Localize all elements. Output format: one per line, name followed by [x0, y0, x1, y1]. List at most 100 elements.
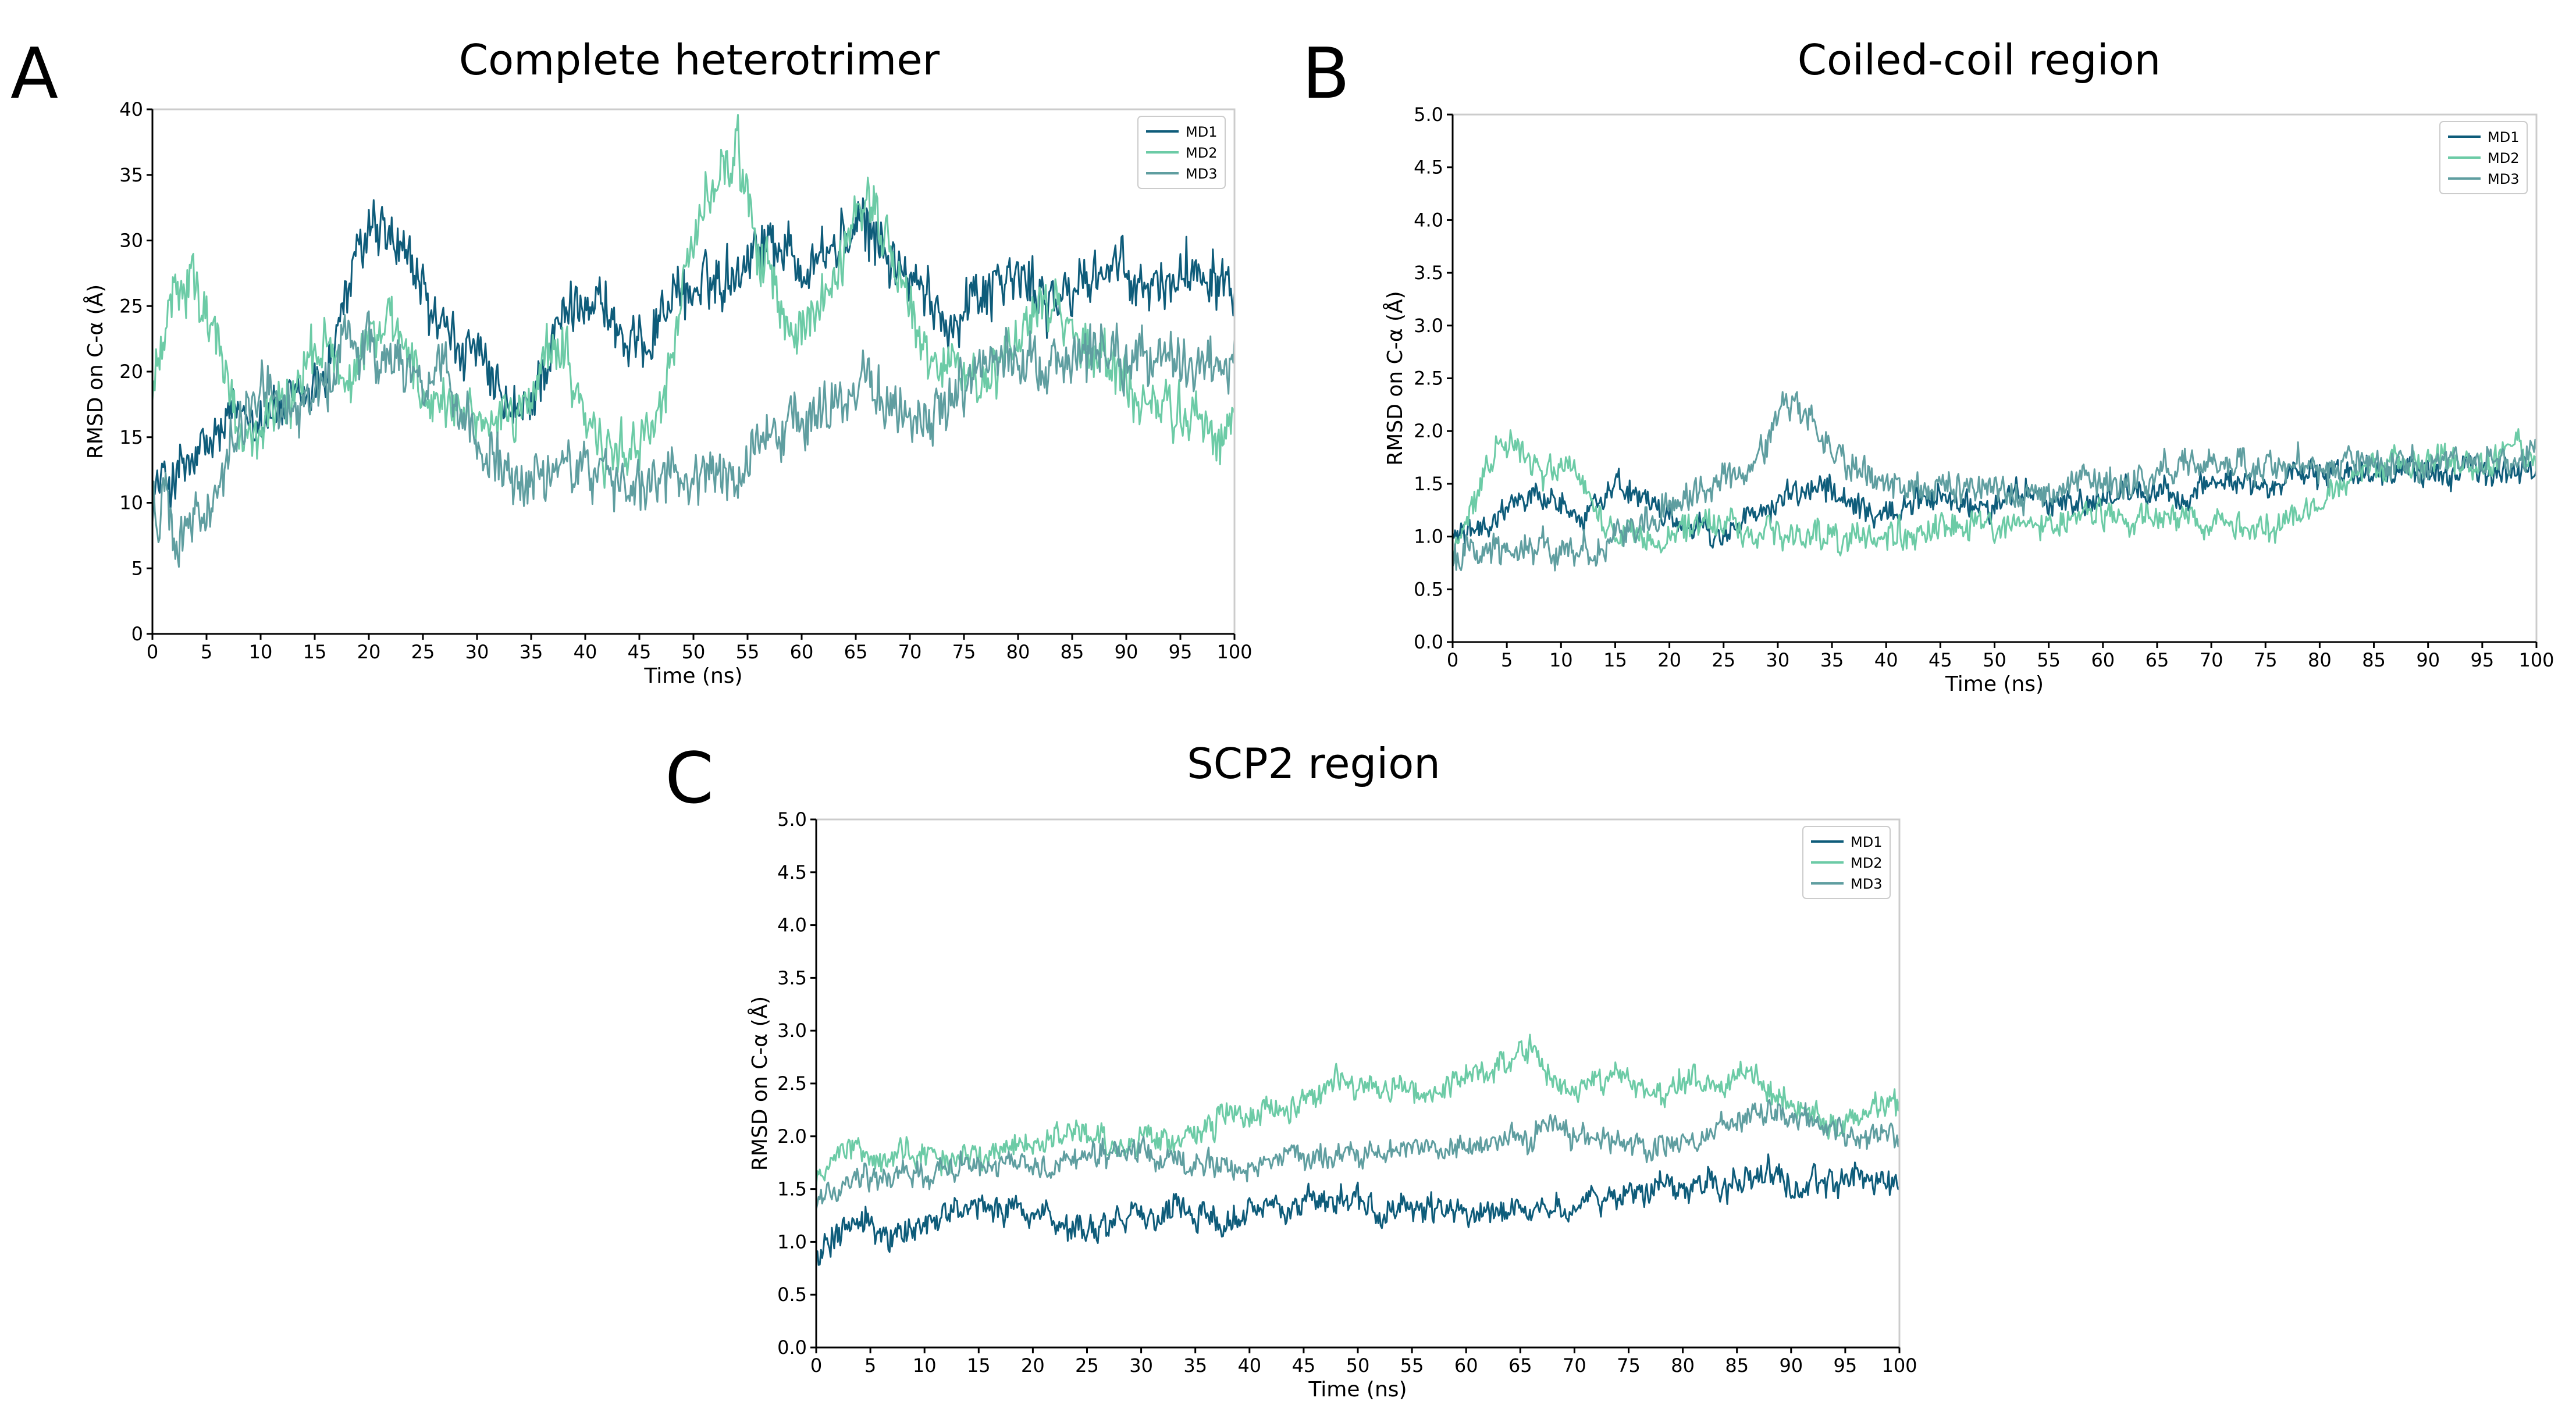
- y-tick-label: 2.5: [777, 1072, 807, 1095]
- legend-label: MD1: [2488, 129, 2519, 145]
- x-tick-label: 90: [2416, 649, 2440, 671]
- x-tick-label: 90: [1115, 641, 1138, 663]
- x-tick-label: 5: [864, 1354, 876, 1377]
- legend-box: [1802, 826, 1891, 899]
- y-tick-label: 0.5: [1414, 578, 1443, 600]
- x-tick-label: 25: [1712, 649, 1735, 671]
- y-tick-label: 3.5: [1414, 262, 1443, 284]
- x-tick-label: 10: [913, 1354, 937, 1377]
- panel-letter-a: A: [10, 34, 58, 115]
- x-tick-label: 10: [1549, 649, 1573, 671]
- series-line-md1: [816, 1153, 1899, 1266]
- panel-b-plot: 0 5 10 15 20 25 30 35 40 45 50 55 60 65 70 75 80 85 90 95 10…: [1382, 104, 2554, 696]
- y-axis-title: RMSD on C-α (Å): [83, 284, 108, 459]
- y-tick-label: 5.0: [777, 808, 807, 830]
- y-tick-label: 4.5: [1414, 156, 1443, 179]
- y-tick-label: 1.5: [1414, 473, 1443, 495]
- panel-c-title: SCP2 region: [1187, 739, 1440, 788]
- legend: MD1 MD2 MD3: [2439, 121, 2528, 194]
- y-tick-label: 4.0: [777, 914, 807, 936]
- x-tick-label: 65: [1508, 1354, 1532, 1377]
- plot-frame: [815, 818, 1901, 1349]
- series-line-md3: [816, 1099, 1899, 1210]
- x-tick-label: 5: [1501, 649, 1513, 671]
- y-axis-title: RMSD on C-α (Å): [1382, 291, 1407, 465]
- x-tick-label: 35: [1183, 1354, 1207, 1377]
- y-tick-label: 1.5: [777, 1178, 807, 1200]
- x-tick-label: 55: [736, 641, 760, 663]
- x-tick-label: 50: [1983, 649, 2006, 671]
- x-tick-label: 75: [952, 641, 976, 663]
- x-tick-label: 100: [1216, 641, 1252, 663]
- y-tick-label: 15: [119, 426, 143, 448]
- y-tick-label: 3.0: [777, 1019, 807, 1042]
- legend-label: MD1: [1851, 834, 1882, 850]
- y-tick-label: 5.0: [1414, 104, 1443, 126]
- x-tick-label: 20: [1021, 1354, 1045, 1377]
- legend-label: MD1: [1186, 124, 1217, 140]
- x-tick-label: 70: [898, 641, 922, 663]
- legend-label: MD3: [2488, 171, 2519, 187]
- x-tick-label: 0: [1447, 649, 1458, 671]
- x-tick-label: 75: [2254, 649, 2278, 671]
- x-tick-label: 0: [810, 1354, 822, 1377]
- x-tick-label: 60: [2091, 649, 2115, 671]
- x-tick-label: 45: [1929, 649, 1952, 671]
- y-tick-label: 1.0: [777, 1231, 807, 1253]
- y-tick-label: 5: [131, 557, 143, 579]
- legend: MD1 MD2 MD3: [1137, 116, 1226, 189]
- legend-label: MD3: [1851, 876, 1882, 892]
- plot-lines: [1453, 391, 2536, 572]
- plot-frame: [1451, 113, 2538, 643]
- y-tick-label: 3.0: [1414, 315, 1443, 337]
- y-tick-label: 40: [119, 98, 143, 120]
- x-tick-label: 45: [1292, 1354, 1316, 1377]
- x-tick-label: 25: [1075, 1354, 1099, 1377]
- x-tick-label: 30: [465, 641, 489, 663]
- x-tick-label: 10: [249, 641, 273, 663]
- x-tick-label: 85: [1061, 641, 1084, 663]
- plot-lines: [152, 114, 1234, 568]
- x-tick-label: 70: [1563, 1354, 1586, 1377]
- y-tick-label: 10: [119, 492, 143, 514]
- x-tick-label: 55: [1400, 1354, 1424, 1377]
- y-tick-label: 1.0: [1414, 526, 1443, 548]
- legend: MD1 MD2 MD3: [1802, 826, 1891, 899]
- series-line-md2: [816, 1033, 1899, 1186]
- y-tick-label: 30: [119, 230, 143, 252]
- y-tick-label: 4.5: [777, 861, 807, 883]
- x-tick-label: 15: [967, 1354, 991, 1377]
- series-line-md2: [152, 114, 1234, 489]
- panel-c-plot: 0 5 10 15 20 25 30 35 40 45 50 55 60 65 70 75 80 85 90 95 10…: [747, 808, 1917, 1401]
- x-tick-label: 35: [520, 641, 543, 663]
- x-tick-label: 95: [1834, 1354, 1858, 1377]
- y-tick-label: 0.0: [1414, 631, 1443, 653]
- series-line-md2: [1453, 428, 2536, 558]
- panel-letter-b: B: [1302, 34, 1350, 115]
- x-tick-label: 40: [1874, 649, 1898, 671]
- y-tick-label: 25: [119, 295, 143, 317]
- y-tick-label: 3.5: [777, 967, 807, 989]
- y-tick-label: 2.5: [1414, 368, 1443, 390]
- panel-a-title: Complete heterotrimer: [459, 35, 940, 84]
- legend-box: [1137, 116, 1226, 189]
- y-axis-title: RMSD on C-α (Å): [747, 996, 772, 1171]
- y-tick-label: 2.0: [777, 1125, 807, 1147]
- x-tick-label: 40: [1237, 1354, 1261, 1377]
- x-tick-label: 70: [2200, 649, 2223, 671]
- legend-box: [2439, 121, 2528, 194]
- panel-b: B Coiled-coil region 0 5 10 15 20 25 30 35 40 45 5…: [1302, 34, 2554, 696]
- x-tick-label: 45: [628, 641, 652, 663]
- plot-lines: [816, 1033, 1899, 1266]
- legend-label: MD2: [1186, 145, 1217, 161]
- panel-b-title: Coiled-coil region: [1798, 35, 2161, 84]
- series-line-md3: [1453, 391, 2536, 572]
- x-tick-label: 30: [1129, 1354, 1153, 1377]
- x-tick-label: 80: [1671, 1354, 1695, 1377]
- x-tick-label: 50: [1346, 1354, 1370, 1377]
- x-tick-label: 15: [303, 641, 327, 663]
- x-tick-label: 95: [1169, 641, 1193, 663]
- x-tick-label: 25: [411, 641, 435, 663]
- y-tick-label: 20: [119, 361, 143, 383]
- x-axis-title: Time (ns): [1308, 1378, 1407, 1401]
